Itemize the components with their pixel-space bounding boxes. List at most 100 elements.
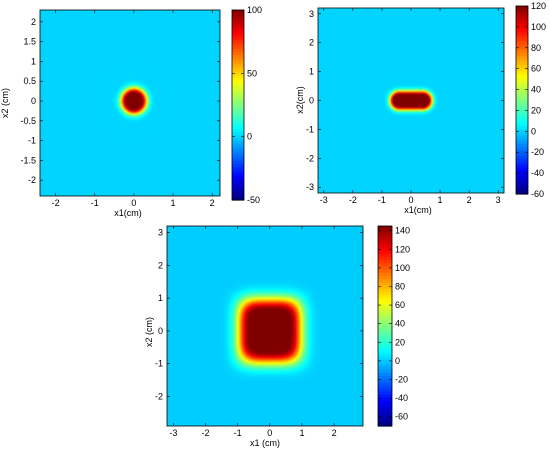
colorbar-swatch: [378, 344, 392, 349]
colorbar-swatch: [516, 111, 528, 116]
colorbar-swatch: [232, 72, 244, 76]
colorbar-swatch: [378, 329, 392, 333]
y-tick-label: 0.5: [23, 76, 36, 86]
colorbar-swatch: [232, 99, 244, 103]
colorbar-swatch: [232, 33, 244, 38]
colorbar-swatch: [516, 61, 528, 66]
colorbar-swatch: [378, 291, 392, 296]
y-tick-label: 2: [158, 260, 163, 270]
y-tick-label: -2: [28, 175, 36, 185]
colorbar-swatch: [378, 369, 392, 374]
colorbar-swatch: [516, 158, 528, 163]
colorbar-tick-label: 100: [247, 5, 262, 15]
colorbar-swatch: [378, 363, 392, 368]
colorbar-swatch: [232, 57, 244, 62]
colorbar-swatch: [516, 23, 528, 28]
colorbar-swatch: [232, 63, 244, 68]
colorbar-tick-label: -20: [395, 374, 408, 384]
colorbar-swatch: [232, 185, 244, 189]
colorbar-swatch: [378, 385, 392, 390]
colorbar-swatch: [378, 251, 392, 255]
heatmap-panel-3: -3 -2 -1 0 1 2 -2 -1 0 1 2 3 x1 (cm) x2 (cm) -60 -40 -20…: [144, 225, 410, 448]
colorbar-swatch: [378, 263, 392, 268]
colorbar-swatch: [378, 272, 392, 277]
colorbar-frame: [377, 225, 393, 427]
colorbar-swatch: [232, 170, 244, 174]
colorbar-swatch: [516, 147, 528, 151]
x-tick-label: -3: [169, 428, 177, 438]
colorbar-swatch: [516, 58, 528, 63]
colorbar: -60 -40 -20 0 20 40 60 80 100 120 140: [377, 225, 410, 427]
colorbar-swatch: [516, 129, 528, 133]
colorbar-swatch: [232, 146, 244, 151]
colorbar-swatch: [378, 326, 392, 330]
colorbar-tick-label: 0: [531, 126, 536, 136]
colorbar: -60 -40 -20 0 20 40 60 80 100 120: [515, 1, 546, 199]
colorbar-swatch: [516, 38, 528, 42]
colorbar-swatch: [232, 164, 244, 168]
colorbar-swatch: [516, 6, 528, 10]
colorbar-swatch: [378, 310, 392, 315]
y-tick-label: 0: [309, 96, 314, 106]
colorbar-swatch: [378, 382, 392, 386]
colorbar-swatch: [378, 410, 392, 415]
colorbar-tick-label: -40: [395, 393, 408, 403]
colorbar-swatch: [378, 413, 392, 418]
colorbar-swatch: [378, 404, 392, 408]
colorbar-swatch: [378, 257, 392, 261]
x-tick-label: -2: [202, 428, 210, 438]
colorbar-swatch: [232, 161, 244, 165]
x-tick-label: 2: [332, 428, 337, 438]
colorbar-swatch: [516, 88, 528, 92]
x-tick-label: -1: [91, 198, 99, 208]
colorbar-swatch: [232, 167, 244, 171]
colorbar-swatch: [232, 179, 244, 183]
colorbar-swatch: [516, 44, 528, 48]
colorbar-swatch: [378, 407, 392, 411]
colorbar-swatch: [516, 91, 528, 95]
colorbar-tick-label: 120: [395, 244, 410, 254]
colorbar-swatch: [378, 241, 392, 246]
colorbar-swatch: [516, 11, 528, 16]
y-axis-label: x2 (cm): [0, 88, 10, 118]
colorbar-tick-label: 80: [531, 43, 541, 53]
colorbar-swatch: [232, 182, 244, 186]
colorbar-swatch: [516, 20, 528, 25]
colorbar-swatch: [378, 232, 392, 236]
colorbar-tick-label: 100: [531, 22, 546, 32]
colorbar-swatch: [232, 21, 244, 26]
colorbar-swatch: [516, 135, 528, 139]
colorbar-swatch: [378, 304, 392, 308]
colorbar-swatch: [232, 69, 244, 73]
x-tick-label: 1: [171, 198, 176, 208]
y-tick-label: 0: [31, 96, 36, 106]
colorbar-swatch: [232, 24, 244, 29]
y-tick-label: -2: [306, 153, 314, 163]
colorbar-swatch: [516, 79, 528, 83]
colorbar-tick-label: 50: [247, 68, 257, 78]
y-tick-label: -1: [155, 359, 163, 369]
y-axis-label: x2(cm): [295, 86, 305, 114]
x-axis-label: x1 (cm): [250, 438, 280, 448]
colorbar-swatch: [516, 32, 528, 36]
colorbar-swatch: [232, 66, 244, 70]
colorbar-frame: [231, 9, 245, 201]
colorbar-swatch: [516, 164, 528, 169]
colorbar-tick-label: 20: [395, 337, 405, 347]
colorbar-swatch: [232, 81, 244, 85]
x-tick-label: -2: [52, 198, 60, 208]
colorbar-swatch: [516, 152, 528, 157]
colorbar-swatch: [232, 42, 244, 47]
colorbar-swatch: [232, 93, 244, 97]
colorbar-swatch: [232, 119, 244, 124]
colorbar-swatch: [232, 75, 244, 79]
colorbar-swatch: [378, 307, 392, 311]
x-tick-label: 0: [131, 198, 136, 208]
y-tick-label: -3: [306, 182, 314, 192]
x-axis-label: x1(cm): [114, 208, 142, 218]
colorbar-swatch: [378, 376, 392, 380]
colorbar-swatch: [516, 117, 528, 122]
colorbar-swatch: [516, 188, 528, 192]
colorbar-swatch: [378, 379, 392, 383]
